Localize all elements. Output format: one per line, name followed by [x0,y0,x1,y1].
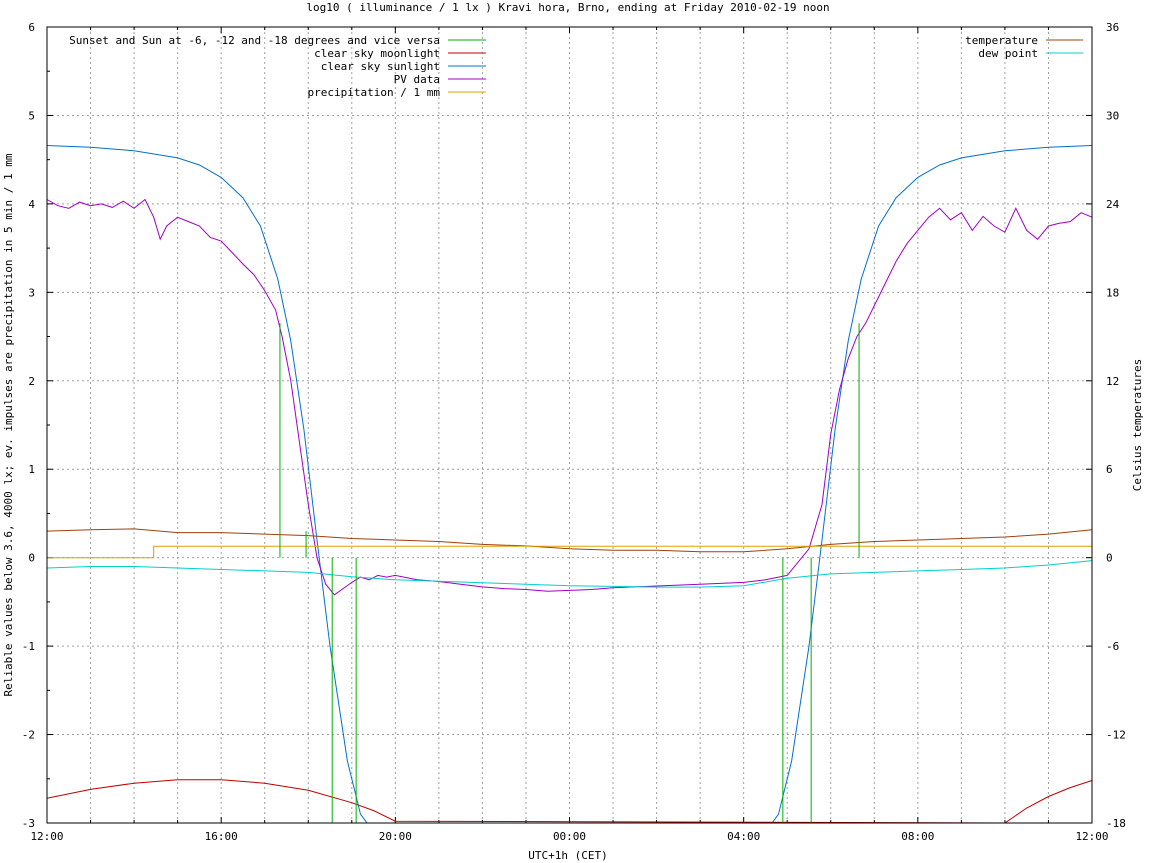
y-tick-label: 5 [28,109,35,122]
series-dew-point [46,560,1093,588]
series-pv-data [46,198,1093,596]
chart-title: log10 ( illuminance / 1 lx ) Kravi hora,… [306,1,829,14]
sun-event-lines [279,323,860,823]
y2-tick-label: 0 [1106,552,1113,565]
plot-frame [46,26,1093,824]
y-tick-label: 2 [28,375,35,388]
legend: Sunset and Sun at -6, -12 and -18 degree… [69,34,1083,99]
legend-label: PV data [394,73,440,86]
series-clear-sky-moonlight [46,779,1093,824]
series-precipitation-1-mm [47,545,1092,559]
x-tick-label: 00:00 [553,830,586,843]
y2-tick-label: 30 [1106,109,1119,122]
x-tick-label: 20:00 [379,830,412,843]
x-tick-label: 12:00 [30,830,63,843]
y-tick-label: -2 [22,729,35,742]
y2-tick-label: 18 [1106,286,1119,299]
x-tick-label: 12:00 [1075,830,1108,843]
y2-tick-label: 36 [1106,21,1119,34]
y-tick-label: 6 [28,21,35,34]
y2-tick-label: -12 [1106,729,1126,742]
y-tick-label: 4 [28,198,35,211]
x-tick-label: 16:00 [205,830,238,843]
y2-tick-label: 6 [1106,463,1113,476]
y-tick-label: -3 [22,817,35,830]
legend-label: Sunset and Sun at -6, -12 and -18 degree… [69,34,440,47]
y-tick-label: -1 [22,640,35,653]
x-tick-label: 04:00 [727,830,760,843]
y-tick-label: 0 [28,552,35,565]
y-tick-label: 3 [28,286,35,299]
legend-label: clear sky sunlight [321,60,440,73]
legend-label: precipitation / 1 mm [308,86,441,99]
y2-axis-label: Celsius temperatures [1131,359,1144,491]
y2-tick-label: 24 [1106,198,1120,211]
legend-label: dew point [978,47,1038,60]
y2-tick-label: -18 [1106,817,1126,830]
x-axis-label: UTC+1h (CET) [528,849,607,862]
y2-tick-label: -6 [1106,640,1119,653]
legend-label: clear sky moonlight [314,47,440,60]
legend-label: temperature [965,34,1038,47]
series-temperature [46,528,1093,553]
grid [47,27,1092,823]
x-tick-label: 08:00 [901,830,934,843]
y-axis-label: Reliable values below 3.6, 4000 lx; ev. … [2,153,15,696]
y-tick-label: 1 [28,463,35,476]
axes: 12:00 16:00 20:00 00:00 04:00 08:00 12:00-3-2-… [22,21,1126,843]
y2-tick-label: 12 [1106,375,1119,388]
